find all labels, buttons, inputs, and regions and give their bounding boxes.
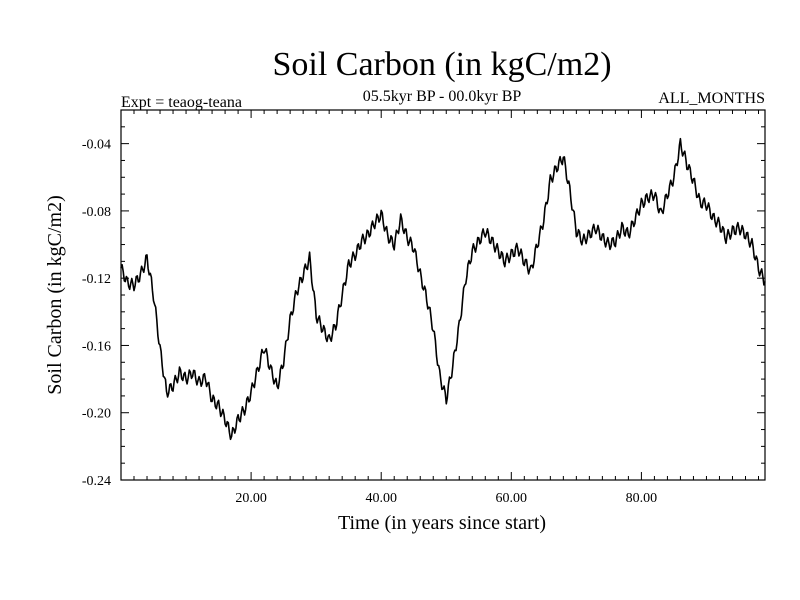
plot-area-frame bbox=[120, 109, 766, 481]
y-axis-label: Soil Carbon (in kgC/m2) bbox=[44, 195, 66, 394]
y-tick-label: -0.16 bbox=[82, 339, 111, 354]
x-axis: 20.00 40.00 60.00 80.00 bbox=[133, 110, 759, 506]
season-label: ALL_MONTHS bbox=[658, 90, 765, 107]
y-tick-label: -0.04 bbox=[82, 138, 111, 153]
series-layer bbox=[120, 137, 766, 441]
x-tick-label: 40.00 bbox=[365, 491, 397, 506]
experiment-label: Expt = teaog-teana bbox=[121, 94, 242, 111]
x-axis-label: Time (in years since start) bbox=[338, 512, 546, 534]
y-tick-label: -0.08 bbox=[82, 205, 111, 220]
x-tick-label: 60.00 bbox=[496, 491, 528, 506]
chart-title: Soil Carbon (in kgC/m2) bbox=[272, 46, 611, 83]
x-tick-label: 20.00 bbox=[235, 491, 267, 506]
x-tick-label: 80.00 bbox=[626, 491, 658, 506]
chart-subtitle: 05.5kyr BP - 00.0kyr BP bbox=[363, 88, 522, 105]
y-tick-label: -0.24 bbox=[82, 474, 111, 489]
y-tick-label: -0.20 bbox=[82, 407, 111, 422]
y-tick-label: -0.12 bbox=[82, 272, 111, 287]
series-line bbox=[120, 137, 766, 441]
y-axis: -0.24 -0.20 -0.16 -0.12 -0.08 -0.04 bbox=[82, 109, 765, 489]
